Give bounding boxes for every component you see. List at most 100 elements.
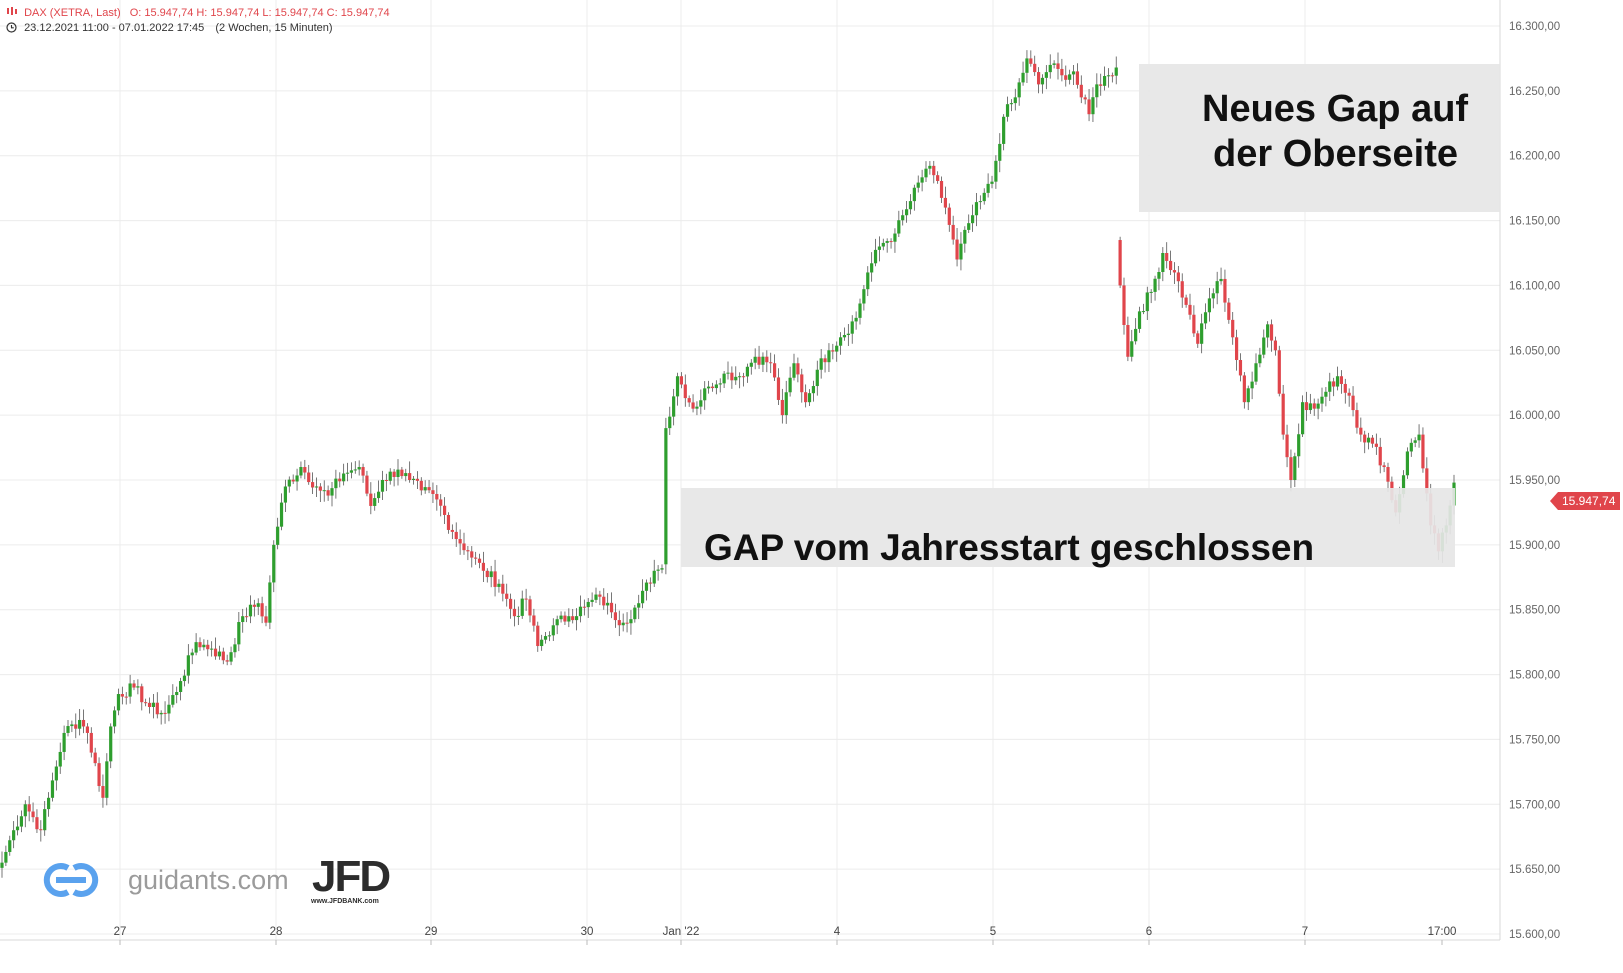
candle-body [881,242,885,247]
candle-body [318,486,322,491]
candle-body [555,619,559,626]
candle-body [963,229,967,244]
candle-body [400,469,404,477]
candle-body [256,603,260,607]
candle-body [862,289,866,304]
candle-body [710,386,715,389]
candle-body [338,478,342,482]
candle-body [796,363,800,375]
candle-body [590,599,594,602]
candle-body [411,478,416,480]
candle-body [559,615,563,620]
candle-body [314,486,319,488]
candle-body [276,526,280,545]
candle-body [858,303,862,318]
candle-body [947,207,951,225]
candle-body [1355,410,1359,428]
candle-body [1118,240,1122,286]
candle-body [1099,84,1103,86]
candle-body [897,220,901,234]
x-tick-label: 5 [990,926,996,938]
candle-body [31,811,35,818]
candle-body [1332,381,1336,387]
candle-body [1304,402,1309,411]
candle-body [217,651,222,657]
candle-body [1285,434,1289,458]
candle-body [912,187,916,202]
candle-body [920,177,924,183]
candle-body [299,467,303,476]
candle-body [221,651,225,661]
candle-body [1056,63,1060,69]
candle-body [811,386,816,394]
candle-body [136,686,140,688]
candle-body [1165,253,1169,261]
candle-body [182,675,187,682]
candle-body [1025,58,1029,73]
candle-body [497,583,501,587]
candle-body [50,780,55,798]
date-range: 23.12.2021 11:00 - 07.01.2022 17:45 [24,22,205,34]
candle-body [175,692,179,696]
candle-body [970,215,975,224]
candle-body [1413,440,1417,443]
candle-body [951,224,955,240]
y-tick-label: 16.150,00 [1509,216,1560,228]
candle-body [908,201,913,210]
candle-body [1234,337,1239,361]
candle-body [850,321,854,334]
candle-body [1386,467,1390,482]
candle-body [167,704,171,714]
candle-body [629,619,633,624]
candle-body [1040,77,1045,85]
x-tick-label: 4 [834,926,841,938]
candle-body [1149,291,1153,293]
candle-body [466,550,470,552]
candle-body [994,160,998,182]
candle-body [563,615,567,622]
y-tick-label: 15.600,00 [1509,929,1560,941]
candle-body [1328,381,1332,392]
y-tick-label: 15.650,00 [1509,864,1560,876]
candle-body [1192,314,1196,334]
candle-body [745,366,750,377]
candle-body [943,197,948,208]
candle-body [901,215,905,221]
jfd-logo: JFD [312,852,391,901]
candle-body [726,372,730,374]
candle-body [792,363,796,378]
candle-body [1343,383,1347,393]
candle-body [547,635,552,637]
candle-body [823,358,827,363]
candle-body [718,383,722,385]
candle-body [532,615,536,626]
candle-body [474,557,478,559]
y-tick-label: 16.200,00 [1509,151,1560,163]
candle-body [1064,75,1068,80]
candle-body [1359,427,1363,435]
candle-body [477,558,482,563]
candle-body [380,480,385,492]
candle-body [695,406,699,409]
candle-body [326,490,330,496]
candle-body [753,356,757,363]
candle-body [244,616,249,618]
candle-body [241,616,245,623]
candle-body [101,786,105,798]
candle-body [97,763,101,787]
candle-body [765,356,769,363]
candle-body [1091,97,1095,115]
x-tick-label: Jan '22 [663,926,700,938]
candle-body [1002,116,1006,144]
candle-body [388,471,392,481]
candle-body [1335,376,1340,387]
candle-body [939,180,944,198]
candle-body [287,479,291,487]
candle-body [675,376,680,397]
candle-body [804,392,808,403]
guidants-wordmark: guidants.com [128,865,289,895]
candle-body [12,830,16,841]
candle-body [0,862,4,868]
candle-body [361,467,365,476]
